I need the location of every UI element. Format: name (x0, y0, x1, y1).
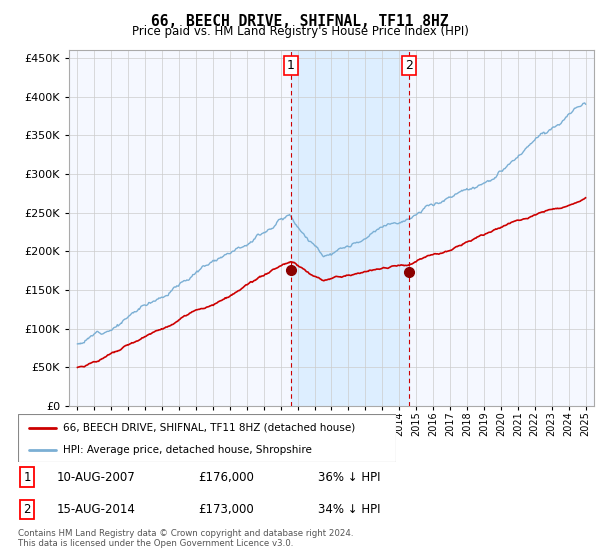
Text: 10-AUG-2007: 10-AUG-2007 (57, 470, 136, 484)
Text: 2: 2 (406, 59, 413, 72)
Text: 66, BEECH DRIVE, SHIFNAL, TF11 8HZ (detached house): 66, BEECH DRIVE, SHIFNAL, TF11 8HZ (deta… (64, 423, 356, 433)
Text: This data is licensed under the Open Government Licence v3.0.: This data is licensed under the Open Gov… (18, 539, 293, 548)
Text: Price paid vs. HM Land Registry's House Price Index (HPI): Price paid vs. HM Land Registry's House … (131, 25, 469, 38)
Text: 66, BEECH DRIVE, SHIFNAL, TF11 8HZ: 66, BEECH DRIVE, SHIFNAL, TF11 8HZ (151, 14, 449, 29)
Text: 36% ↓ HPI: 36% ↓ HPI (318, 470, 380, 484)
Text: 2: 2 (23, 503, 31, 516)
Text: 34% ↓ HPI: 34% ↓ HPI (318, 503, 380, 516)
Text: 1: 1 (23, 470, 31, 484)
Text: Contains HM Land Registry data © Crown copyright and database right 2024.: Contains HM Land Registry data © Crown c… (18, 529, 353, 538)
Text: 1: 1 (287, 59, 295, 72)
Text: 15-AUG-2014: 15-AUG-2014 (57, 503, 136, 516)
Text: £176,000: £176,000 (198, 470, 254, 484)
Bar (291, 50, 409, 406)
Text: HPI: Average price, detached house, Shropshire: HPI: Average price, detached house, Shro… (64, 445, 312, 455)
Text: £173,000: £173,000 (198, 503, 254, 516)
